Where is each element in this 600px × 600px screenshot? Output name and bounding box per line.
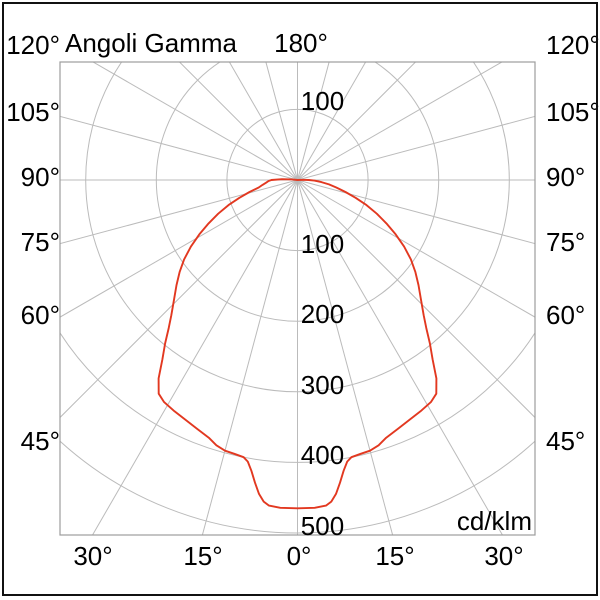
grid-spoke	[297, 179, 535, 318]
bottom-angle-label: 0°	[286, 541, 312, 571]
gamma-angle-label-right: 90°	[546, 162, 586, 192]
gamma-angle-label-left: 75°	[20, 227, 60, 257]
gamma-angle-label-right: 120°	[546, 30, 600, 60]
unit-label: cd/klm	[456, 506, 532, 536]
grid-spoke	[60, 179, 298, 318]
bottom-angle-label: 30°	[73, 541, 113, 571]
grid-spoke	[297, 179, 394, 535]
radial-scale-label-upper: 100	[300, 86, 345, 117]
gamma-angle-label-left: 105°	[6, 97, 60, 127]
bottom-angle-label: 15°	[375, 541, 415, 571]
grid-spoke	[297, 62, 330, 181]
gamma-angle-label-right: 105°	[546, 97, 600, 127]
grid-spoke	[178, 62, 298, 181]
grid-spoke	[297, 62, 417, 181]
grid-spoke	[91, 179, 298, 535]
grid-spoke	[297, 179, 504, 535]
grid-spoke	[297, 62, 503, 181]
grid-spoke	[201, 179, 298, 535]
plot-border	[59, 61, 536, 536]
chart-title: Angoli Gamma	[65, 28, 237, 58]
intensity-curve	[157, 178, 438, 510]
bottom-angle-label: 30°	[484, 541, 524, 571]
gamma-angle-label-left: 120°	[6, 30, 60, 60]
grid-spoke	[60, 179, 298, 245]
grid-spoke	[297, 179, 535, 419]
grid-spoke	[297, 62, 367, 181]
radial-scale-label-lower: 100	[300, 228, 345, 259]
gamma-angle-label-left: 90°	[20, 162, 60, 192]
radial-scale-label-lower: 300	[300, 369, 345, 400]
gamma-angle-label-left: 45°	[20, 426, 60, 456]
gamma-angle-label-left: 60°	[20, 300, 60, 330]
radial-scale-label-lower: 400	[300, 440, 345, 471]
gamma-angle-label-right: 45°	[546, 426, 586, 456]
radial-scale-label-lower: 200	[300, 299, 345, 330]
grid-spoke	[265, 62, 298, 181]
grid-spoke	[60, 179, 298, 419]
radial-scale-label-lower: 500	[300, 511, 345, 541]
gamma-label-180: 180°	[274, 28, 328, 58]
gamma-angle-label-right: 60°	[546, 300, 586, 330]
gamma-angle-label-right: 75°	[546, 227, 586, 257]
grid-spoke	[228, 62, 298, 181]
bottom-angle-label: 15°	[183, 541, 223, 571]
grid-spoke	[297, 115, 535, 181]
grid-spoke	[60, 115, 298, 181]
grid-spoke	[297, 179, 535, 245]
grid-spoke	[92, 62, 298, 181]
